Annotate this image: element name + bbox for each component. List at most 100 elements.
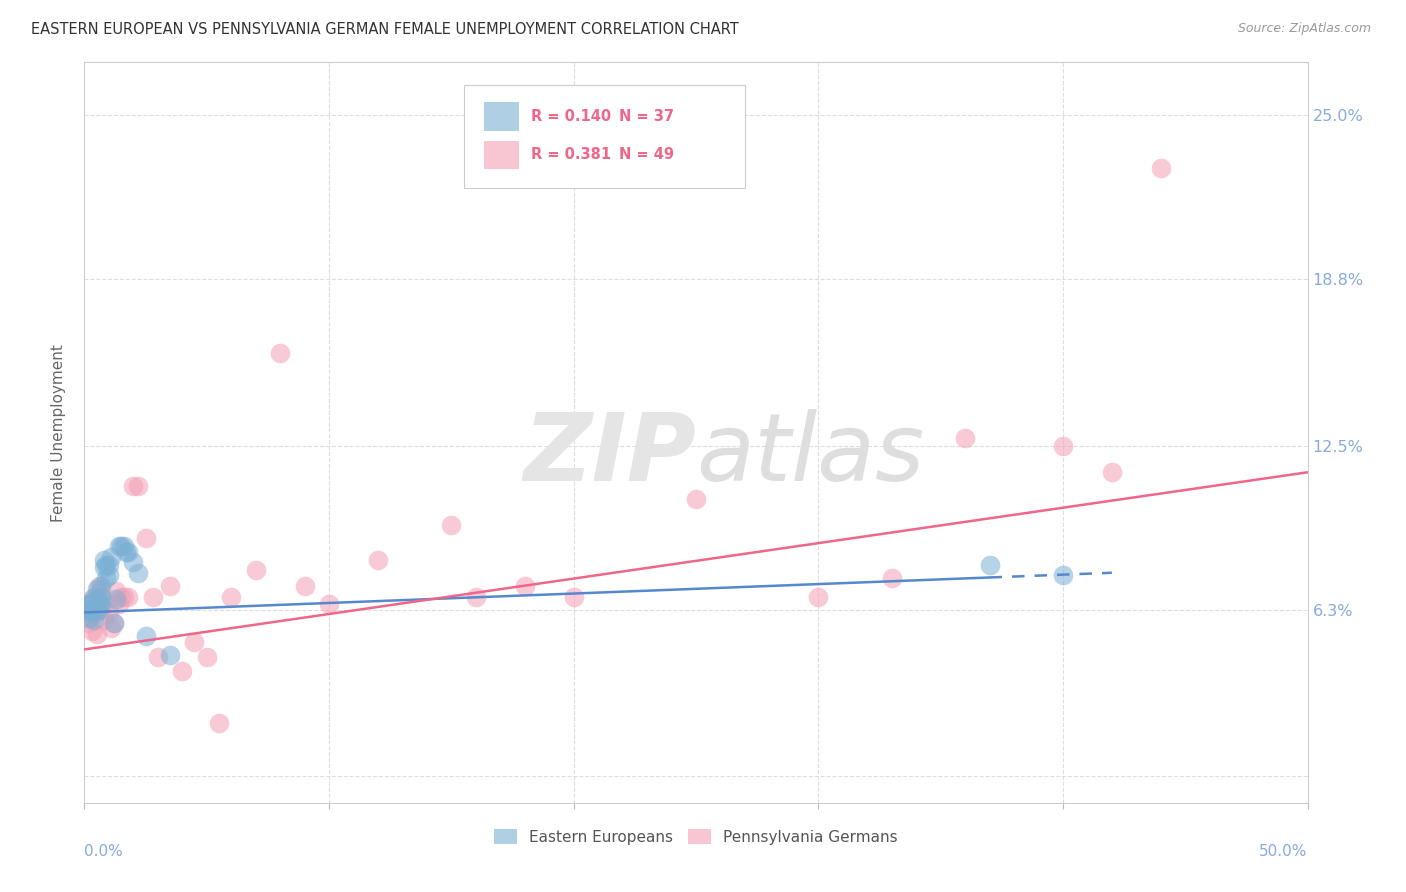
Point: [142, 590, 165, 604]
Point: [76, 603, 98, 617]
Point: [318, 598, 340, 612]
Point: [953, 431, 976, 445]
Point: [93, 560, 115, 574]
Point: [464, 590, 486, 604]
Point: [110, 539, 132, 553]
Point: [807, 590, 830, 604]
Point: [183, 634, 205, 648]
Point: [208, 716, 231, 731]
Point: [77, 598, 100, 612]
Point: [269, 346, 291, 360]
Point: [83, 600, 105, 615]
Point: [195, 650, 218, 665]
Point: [159, 648, 181, 662]
Point: [90, 598, 112, 612]
Point: [77, 611, 100, 625]
Point: [100, 549, 122, 564]
Text: R = 0.140: R = 0.140: [531, 109, 612, 124]
Point: [159, 579, 181, 593]
Point: [172, 664, 194, 678]
Point: [117, 590, 139, 604]
Point: [245, 563, 267, 577]
Point: [103, 615, 125, 630]
Point: [880, 571, 903, 585]
Point: [90, 584, 112, 599]
Point: [80, 606, 103, 620]
Point: [1150, 161, 1173, 176]
Text: atlas: atlas: [696, 409, 924, 500]
Point: [77, 615, 100, 630]
Point: [93, 552, 115, 566]
Point: [76, 598, 98, 612]
Point: [979, 558, 1001, 572]
Point: [80, 592, 103, 607]
Point: [100, 621, 122, 635]
Point: [122, 478, 145, 492]
Point: [105, 584, 128, 599]
Point: [112, 590, 135, 604]
Point: [83, 590, 105, 604]
Point: [219, 590, 242, 604]
Point: [97, 568, 120, 582]
Point: [107, 539, 129, 553]
Point: [83, 608, 105, 623]
Text: R = 0.381: R = 0.381: [531, 147, 612, 162]
Point: [97, 606, 120, 620]
Point: [90, 603, 112, 617]
Point: [96, 558, 118, 572]
Point: [135, 629, 157, 643]
Bar: [484, 141, 519, 169]
Text: 50.0%: 50.0%: [1260, 844, 1308, 858]
Point: [80, 624, 103, 638]
Point: [86, 626, 108, 640]
Point: [367, 552, 389, 566]
Text: N = 49: N = 49: [619, 147, 673, 162]
Point: [107, 598, 129, 612]
Point: [562, 590, 585, 604]
Point: [97, 558, 120, 572]
Point: [103, 615, 125, 630]
Point: [86, 590, 108, 604]
Point: [127, 478, 149, 492]
Text: N = 37: N = 37: [619, 109, 673, 124]
Y-axis label: Female Unemployment: Female Unemployment: [51, 343, 66, 522]
Point: [86, 603, 108, 617]
Point: [96, 595, 118, 609]
Point: [685, 491, 707, 506]
Point: [86, 592, 108, 607]
Point: [146, 650, 169, 665]
Point: [87, 579, 110, 593]
Point: [127, 566, 149, 580]
Point: [90, 579, 112, 593]
Point: [87, 598, 110, 612]
Point: [115, 544, 138, 558]
Point: [440, 518, 463, 533]
Point: [80, 595, 103, 609]
Legend: Eastern Europeans, Pennsylvania Germans: Eastern Europeans, Pennsylvania Germans: [488, 822, 904, 851]
Point: [1052, 568, 1074, 582]
Point: [105, 592, 128, 607]
Text: Source: ZipAtlas.com: Source: ZipAtlas.com: [1237, 22, 1371, 36]
Point: [135, 532, 157, 546]
Point: [1101, 465, 1123, 479]
Point: [122, 555, 145, 569]
Bar: [484, 103, 519, 130]
Text: 0.0%: 0.0%: [84, 844, 124, 858]
Point: [117, 544, 139, 558]
Point: [83, 613, 105, 627]
Point: [77, 603, 100, 617]
Point: [294, 579, 316, 593]
Point: [80, 603, 103, 617]
Point: [1052, 439, 1074, 453]
FancyBboxPatch shape: [464, 85, 745, 188]
Point: [76, 611, 98, 625]
Point: [87, 603, 110, 617]
Text: ZIP: ZIP: [523, 409, 696, 500]
Text: EASTERN EUROPEAN VS PENNSYLVANIA GERMAN FEMALE UNEMPLOYMENT CORRELATION CHART: EASTERN EUROPEAN VS PENNSYLVANIA GERMAN …: [31, 22, 738, 37]
Point: [86, 582, 108, 596]
Point: [110, 590, 132, 604]
Point: [90, 590, 112, 604]
Point: [513, 579, 536, 593]
Point: [96, 571, 118, 585]
Point: [112, 539, 135, 553]
